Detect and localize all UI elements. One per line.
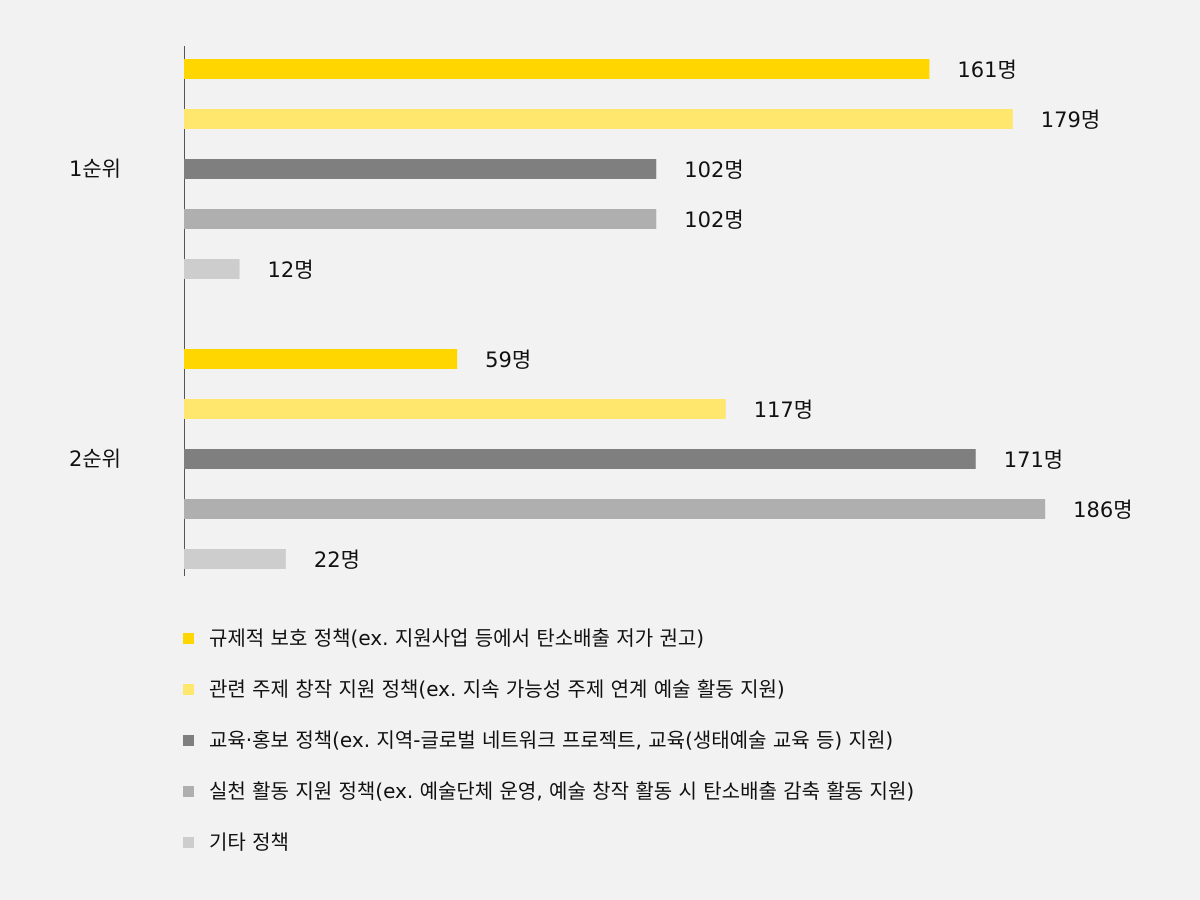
legend-item: 실천 활동 지원 정책(ex. 예술단체 운영, 예술 창작 활동 시 탄소배출… [183,779,1173,804]
legend-label: 기타 정책 [209,830,289,854]
bar [184,59,930,79]
bar [184,399,726,419]
bar [184,159,657,179]
bar-chart: 1순위 161명 179명 102명 102명 12명 2순위 59명 117명 171명 186명… [69,46,1133,576]
bar-value-label: 161명 [957,58,1016,82]
bar [184,499,1046,519]
legend-swatch [183,633,194,644]
bar [184,109,1013,129]
bar-value-label: 102명 [684,158,743,182]
bar [184,349,458,369]
bar-value-label: 186명 [1073,498,1132,522]
legend-swatch [183,684,194,695]
legend-label: 실천 활동 지원 정책(ex. 예술단체 운영, 예술 창작 활동 시 탄소배출… [209,779,915,803]
category-label: 2순위 [69,447,121,471]
legend-swatch [183,735,194,746]
legend-item: 규제적 보호 정책(ex. 지원사업 등에서 탄소배출 저가 권고) [183,626,1173,651]
category-label: 1순위 [69,157,121,181]
bar [184,259,240,279]
bar [184,549,286,569]
legend-item: 교육·홍보 정책(ex. 지역-글로벌 네트워크 프로젝트, 교육(생태예술 교… [183,728,1173,753]
legend-label: 관련 주제 창작 지원 정책(ex. 지속 가능성 주제 연계 예술 활동 지원… [209,677,785,701]
bar-value-label: 102명 [684,208,743,232]
bar-value-label: 22명 [314,548,360,572]
bar-value-label: 179명 [1041,108,1100,132]
legend-label: 규제적 보호 정책(ex. 지원사업 등에서 탄소배출 저가 권고) [209,626,705,650]
legend: 규제적 보호 정책(ex. 지원사업 등에서 탄소배출 저가 권고) 관련 주제 … [183,626,1173,881]
legend-swatch [183,837,194,848]
bar [184,209,657,229]
legend-item: 기타 정책 [183,830,1173,855]
bar [184,449,976,469]
bar-value-label: 59명 [485,348,531,372]
bar-value-label: 117명 [754,398,813,422]
bar-value-label: 171명 [1004,448,1063,472]
bar-value-label: 12명 [268,258,314,282]
legend-item: 관련 주제 창작 지원 정책(ex. 지속 가능성 주제 연계 예술 활동 지원… [183,677,1173,702]
legend-label: 교육·홍보 정책(ex. 지역-글로벌 네트워크 프로젝트, 교육(생태예술 교… [209,728,894,752]
legend-swatch [183,786,194,797]
